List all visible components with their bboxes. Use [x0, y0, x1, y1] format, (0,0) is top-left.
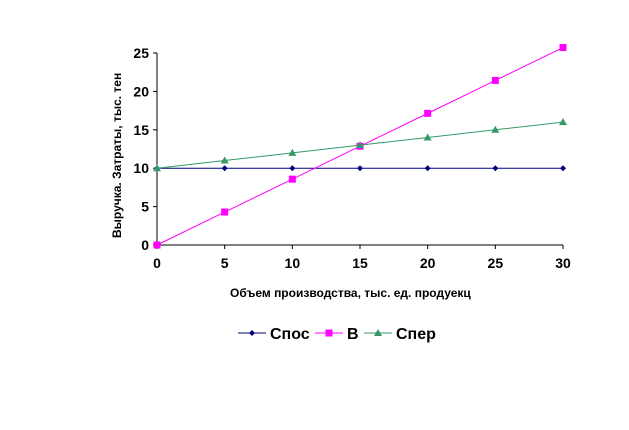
axes: 0 5 10 15 20 25 0 5 10 15 20 25 30 [133, 45, 571, 271]
x-tick-label: 0 [153, 255, 161, 271]
legend-marker [249, 330, 255, 336]
series-group [153, 44, 567, 249]
data-point [491, 76, 499, 84]
data-point [288, 175, 296, 183]
x-tick-label: 10 [285, 255, 301, 271]
x-tick-label: 15 [352, 255, 368, 271]
data-point [559, 118, 567, 126]
data-point [424, 165, 431, 172]
x-tick-label: 20 [420, 255, 436, 271]
data-point [221, 165, 228, 172]
data-point [356, 141, 364, 149]
data-point [560, 165, 566, 172]
data-point [289, 165, 296, 172]
data-point [559, 44, 567, 52]
legend-marker [325, 329, 333, 337]
legend: Спос В Спер [238, 326, 436, 343]
y-tick-label: 5 [141, 199, 149, 215]
y-tick-label: 20 [133, 83, 149, 99]
data-point [423, 133, 432, 141]
legend-item: Спер [364, 326, 436, 343]
y-tick-label: 15 [133, 122, 149, 138]
x-tick-label: 25 [488, 255, 504, 271]
data-point [153, 241, 161, 249]
data-point [288, 148, 297, 156]
data-point [153, 164, 161, 172]
legend-item: Спос [238, 326, 310, 343]
data-point [491, 125, 500, 133]
y-axis-label: Выручка. Затраты, тыс. тен [110, 73, 124, 238]
data-point [220, 156, 229, 164]
legend-label: В [347, 326, 359, 343]
y-tick-label: 10 [133, 160, 149, 176]
y-tick-label: 0 [141, 237, 149, 253]
data-point [357, 165, 363, 172]
series-Спос [154, 165, 566, 172]
x-tick-label: 5 [221, 255, 229, 271]
legend-label: Спер [396, 326, 436, 343]
data-point [492, 165, 499, 172]
series-Спер [153, 118, 567, 172]
y-tick-label: 25 [133, 45, 149, 61]
legend-marker [374, 329, 382, 336]
legend-label: Спос [270, 326, 310, 343]
data-point [221, 208, 229, 216]
x-tick-label: 30 [555, 255, 571, 271]
legend-item: В [315, 326, 359, 343]
data-point [424, 109, 432, 117]
x-axis-label: Объем производства, тыс. ед. продуекц [230, 286, 471, 300]
